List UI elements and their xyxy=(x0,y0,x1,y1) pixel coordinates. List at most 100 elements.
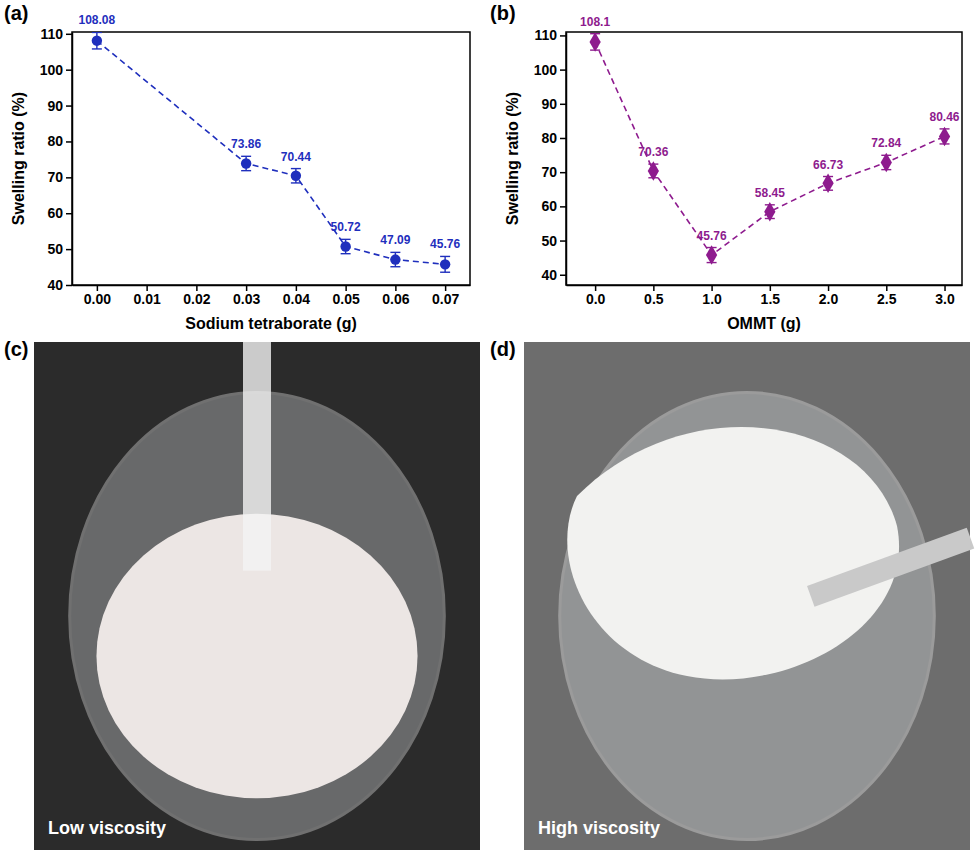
tick: 0.0 xyxy=(586,285,606,307)
tick-label: 110 xyxy=(534,27,557,43)
error-bar-cap xyxy=(341,253,351,254)
tick-mark xyxy=(560,138,566,140)
marker xyxy=(648,161,659,181)
marker xyxy=(764,202,775,222)
tick-label: 40 xyxy=(541,267,557,283)
axis-line xyxy=(567,285,963,287)
x-axis: 0.00 0.01 0.02 0.03 0.04 0.05 0.06 0.07 xyxy=(73,285,471,307)
panel-label: (c) xyxy=(4,338,28,360)
tick: 90 xyxy=(47,98,72,114)
marks xyxy=(589,32,950,265)
data-label: 108.1 xyxy=(580,15,610,29)
data-label: 70.36 xyxy=(638,145,668,159)
x-axis-title: Sodium tetraborate (g) xyxy=(185,315,357,332)
tick-label: 60 xyxy=(47,205,63,221)
series-line xyxy=(595,42,944,255)
tick-label: 1.0 xyxy=(702,291,722,307)
tick-mark xyxy=(66,141,72,143)
panel-label: (b) xyxy=(490,2,516,24)
series-line xyxy=(97,41,445,265)
tick: 50 xyxy=(541,233,566,249)
tick: 0.00 xyxy=(84,285,111,307)
y-axis: 405060708090100110 xyxy=(40,26,73,293)
photo-panel: (c) Low viscosity xyxy=(4,338,480,850)
photo-panel: (d)High viscosity xyxy=(490,338,974,850)
marker xyxy=(822,174,833,194)
tick-mark xyxy=(66,249,72,251)
tick-mark xyxy=(560,104,566,106)
axis-line xyxy=(73,285,471,287)
tick: 100 xyxy=(534,62,566,78)
tick-mark xyxy=(66,213,72,215)
tick-mark xyxy=(66,34,72,36)
data-label: 66.73 xyxy=(813,158,843,172)
tick: 60 xyxy=(541,198,566,214)
tick: 110 xyxy=(534,27,566,43)
tick-label: 40 xyxy=(47,277,63,293)
panel-label: (d) xyxy=(490,338,516,360)
tick: 1.5 xyxy=(761,285,781,307)
x-axis-title: OMMT (g) xyxy=(727,315,801,332)
pipette xyxy=(243,342,271,571)
tick-label: 0.05 xyxy=(333,291,360,307)
tick: 0.02 xyxy=(183,285,210,307)
tick-label: 110 xyxy=(40,26,63,42)
tick-mark xyxy=(560,172,566,174)
y-axis: 40 50 60 70 80 90 100 110 xyxy=(534,27,567,285)
figure: 0.00 0.01 0.02 0.03 0.04 0.05 0.06 0.07 40 50 60 70… xyxy=(0,0,977,858)
marks xyxy=(92,32,451,272)
chart-panel: 0.0 0.5 1.0 1.5 2.0 2.5 3.0 40 50 60 70 80 90 100 110 O… xyxy=(490,2,963,332)
tick-label: 0.01 xyxy=(134,291,161,307)
tick: 70 xyxy=(47,169,72,185)
chart-panel: 0.000.010.020.030.040.050.060.0740506070… xyxy=(4,2,471,332)
marker xyxy=(440,259,450,269)
error-bar-cap xyxy=(440,256,450,257)
error-bar xyxy=(92,32,102,49)
tick: 0.04 xyxy=(283,285,310,307)
error-bar-cap xyxy=(291,182,301,183)
photo-caption: Low viscosity xyxy=(48,818,166,838)
tick-label: 0.06 xyxy=(382,291,409,307)
tick-mark xyxy=(66,105,72,107)
tick: 40 xyxy=(541,267,566,283)
marker xyxy=(390,254,400,264)
tick-label: 2.5 xyxy=(877,291,897,307)
data-label: 50.72 xyxy=(331,220,361,234)
marker xyxy=(340,241,350,251)
x-axis: 0.0 0.5 1.0 1.5 2.0 2.5 3.0 xyxy=(567,285,963,307)
tick-label: 70 xyxy=(541,164,557,180)
photo-background xyxy=(524,342,970,850)
error-bar xyxy=(440,256,450,272)
tick-label: 0.00 xyxy=(84,291,111,307)
data-label: 72.84 xyxy=(871,136,901,150)
tick-mark xyxy=(560,35,566,37)
tick-label: 0.5 xyxy=(644,291,664,307)
tick-label: 0.03 xyxy=(233,291,260,307)
tick-label: 90 xyxy=(541,96,557,112)
tick-label: 3.0 xyxy=(935,291,955,307)
tick-label: 100 xyxy=(40,62,64,78)
marker xyxy=(939,127,950,147)
y-axis-title: Swelling ratio (%) xyxy=(10,92,27,225)
tick: 80 xyxy=(47,133,72,149)
tick-mark xyxy=(560,206,566,208)
plot-frame xyxy=(72,32,470,285)
tick-mark xyxy=(560,69,566,71)
tick-label: 2.0 xyxy=(819,291,839,307)
tick: 0.06 xyxy=(382,285,409,307)
tick: 0.05 xyxy=(333,285,360,307)
tick: 0.07 xyxy=(432,285,459,307)
spatula xyxy=(807,528,974,607)
marker xyxy=(589,32,600,52)
data-label: 80.46 xyxy=(930,110,960,124)
tick-mark xyxy=(66,69,72,71)
tick-label: 60 xyxy=(541,198,557,214)
tick: 110 xyxy=(40,26,72,42)
tick: 40 xyxy=(47,277,72,293)
marker xyxy=(92,35,102,45)
data-label: 45.76 xyxy=(697,229,727,243)
error-bar-cap xyxy=(390,252,400,253)
tick: 80 xyxy=(541,130,566,146)
error-bar xyxy=(291,169,301,183)
y-axis-title: Swelling ratio (%) xyxy=(504,92,521,225)
